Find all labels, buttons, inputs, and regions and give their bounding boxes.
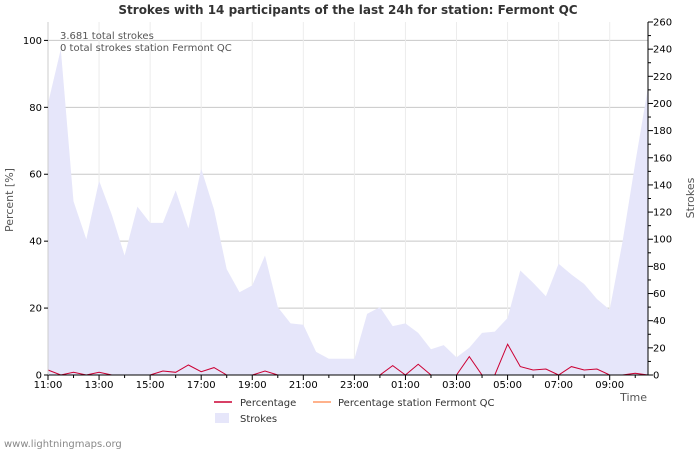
y-right-tick-label: 200 <box>653 99 672 110</box>
x-tick-label: 03:00 <box>442 380 471 391</box>
x-tick-label: 23:00 <box>340 380 369 391</box>
axis-ticks: 0 20 40 60 80 100 0 20 40 60 80 100 120 140 160 180 200 2… <box>23 18 672 392</box>
x-tick-label: 21:00 <box>289 380 318 391</box>
total-strokes-note: 3.681 total strokes <box>60 31 154 42</box>
x-tick-label: 13:00 <box>85 380 114 391</box>
x-tick-label: 17:00 <box>187 380 216 391</box>
legend-label-percentage: Percentage <box>240 398 296 409</box>
y-right-axis-title: Strokes <box>684 177 697 218</box>
y-right-tick-label: 260 <box>653 18 672 29</box>
y-right-tick-label: 0 <box>653 371 659 382</box>
y-right-tick-label: 40 <box>653 316 666 327</box>
y-right-tick-label: 100 <box>653 235 672 246</box>
y-left-tick-label: 60 <box>29 170 42 181</box>
y-left-tick-label: 100 <box>23 36 42 47</box>
y-right-tick-label: 140 <box>653 180 672 191</box>
y-left-tick-label: 0 <box>36 371 42 382</box>
y-right-tick-label: 160 <box>653 153 672 164</box>
y-right-tick-label: 120 <box>653 208 672 219</box>
x-tick-label: 11:00 <box>34 380 63 391</box>
y-right-tick-label: 60 <box>653 289 666 300</box>
x-axis-title: Time <box>619 391 647 404</box>
x-tick-label: 05:00 <box>493 380 522 391</box>
y-right-tick-label: 240 <box>653 45 672 56</box>
strokes-area <box>48 49 648 375</box>
x-tick-label: 07:00 <box>544 380 573 391</box>
y-right-tick-label: 180 <box>653 126 672 137</box>
station-strokes-note: 0 total strokes station Fermont QC <box>60 43 232 54</box>
y-left-tick-label: 40 <box>29 237 42 248</box>
site-credit: www.lightningmaps.org <box>4 439 122 450</box>
legend-swatch-strokes <box>215 413 229 423</box>
y-left-axis-title: Percent [%] <box>3 168 16 232</box>
y-right-tick-label: 80 <box>653 262 666 273</box>
y-right-tick-label: 20 <box>653 343 666 354</box>
x-tick-label: 09:00 <box>595 380 624 391</box>
y-left-tick-label: 80 <box>29 103 42 114</box>
strokes-area-layer <box>48 49 648 375</box>
chart-title: Strokes with 14 participants of the last… <box>118 3 577 17</box>
x-tick-label: 01:00 <box>391 380 420 391</box>
legend-label-strokes: Strokes <box>240 414 277 425</box>
legend: Percentage Percentage station Fermont QC… <box>214 398 494 425</box>
x-tick-label: 19:00 <box>238 380 267 391</box>
legend-label-station-percentage: Percentage station Fermont QC <box>338 398 494 409</box>
x-tick-label: 15:00 <box>136 380 165 391</box>
y-left-tick-label: 20 <box>29 304 42 315</box>
y-right-tick-label: 220 <box>653 72 672 83</box>
